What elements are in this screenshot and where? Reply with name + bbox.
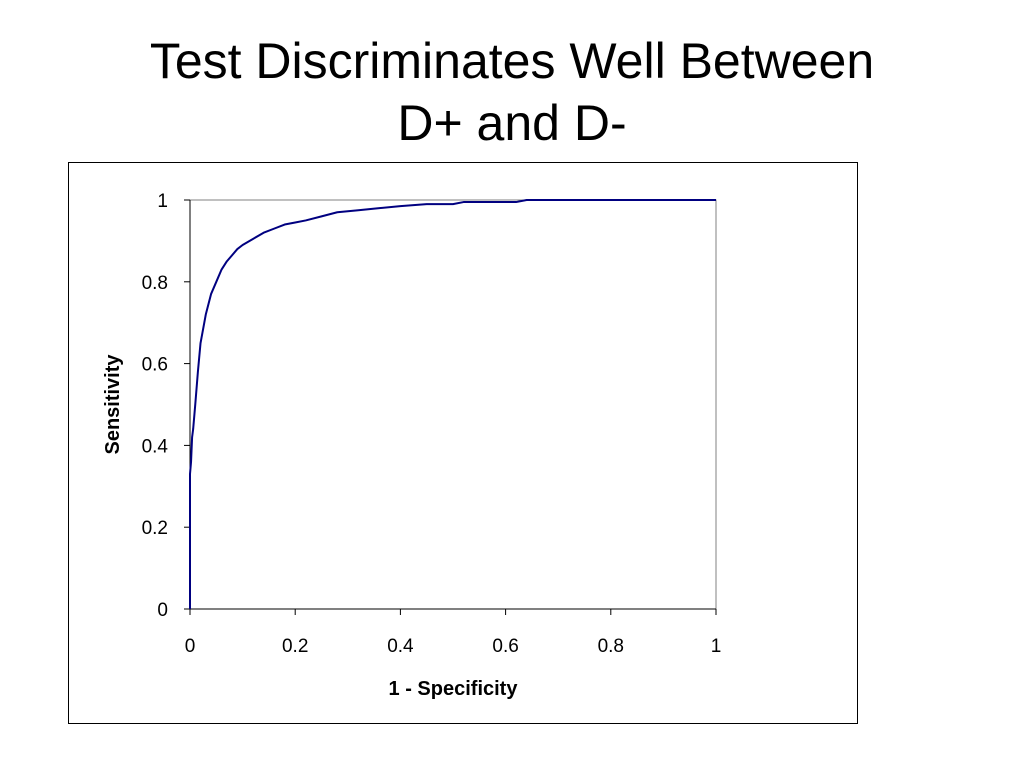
roc-curve-line (189, 199, 716, 609)
y-tick-label: 0.4 (142, 436, 169, 457)
x-tick-label: 0.6 (492, 636, 518, 657)
y-tick-label: 0.6 (142, 355, 168, 376)
y-tick-label: 0.8 (142, 273, 168, 294)
chart-frame: 0 0.2 0.4 0.6 0.8 1 0 0.2 0.4 0.6 0.8 1 1 - Specifi… (68, 162, 858, 724)
slide-title: Test Discriminates Well Between D+ and D… (60, 30, 964, 154)
x-tick-label: 0.4 (387, 636, 414, 657)
y-axis-title: Sensitivity (102, 354, 124, 455)
y-tick-label: 0.2 (142, 518, 168, 539)
slide-title-line-1: Test Discriminates Well Between (149, 33, 875, 89)
y-tick-label: 0 (157, 600, 168, 621)
x-tick-label: 0.8 (598, 636, 624, 657)
plot-area-border (189, 199, 717, 610)
x-axis-title: 1 - Specificity (389, 678, 519, 700)
x-tick-label: 0 (185, 636, 196, 657)
roc-chart: 0 0.2 0.4 0.6 0.8 1 0 0.2 0.4 0.6 0.8 1 1 - Specifi… (102, 191, 722, 700)
y-tick-label: 1 (157, 191, 168, 212)
x-tick-label: 0.2 (282, 636, 308, 657)
plot-area: 0 0.2 0.4 0.6 0.8 1 0 0.2 0.4 0.6 0.8 1 (142, 191, 722, 657)
slide-title-line-2: D+ and D- (397, 95, 627, 151)
x-tick-label: 1 (711, 636, 722, 657)
